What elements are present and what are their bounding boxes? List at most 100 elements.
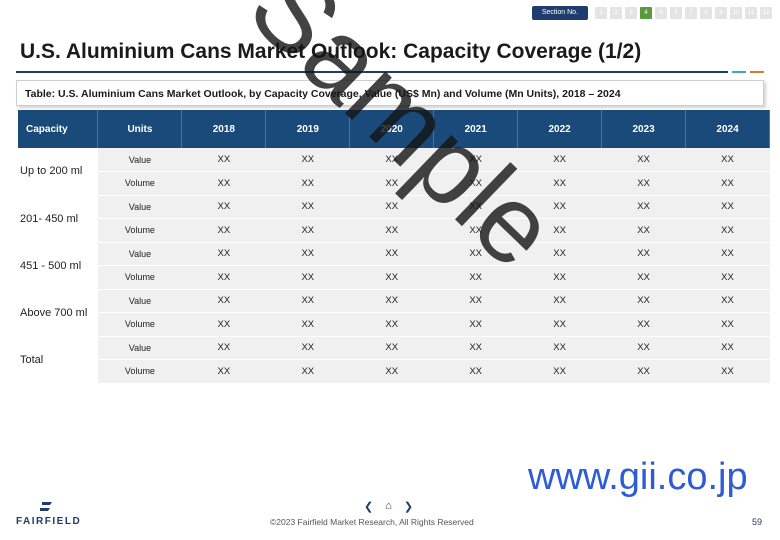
fairfield-logo: FAIRFIELD [16,500,81,527]
capacity-label: Up to 200 ml [18,148,98,196]
header-2024: 2024 [685,110,770,148]
value-cell: XX [265,312,350,337]
unit-label: Volume [97,312,182,337]
value-cell: XX [181,265,266,290]
title-divider-accent-orange [750,71,764,73]
value-cell: XX [181,336,266,360]
value-cell: XX [349,336,434,360]
value-cell: XX [685,359,770,384]
table-row: 201- 450 ml Value XX XX XX XX XX XX XX [18,195,770,243]
value-cell: XX [517,359,602,384]
copyright-text: ©2023 Fairfield Market Research, All Rig… [270,517,474,527]
page-number: 59 [752,517,763,527]
value-cell: XX [601,359,686,384]
value-cell: XX [685,312,770,337]
capacity-label: Above 700 ml [18,289,98,337]
value-cell: XX [601,195,686,219]
value-cell: XX [685,242,770,266]
value-cell: XX [685,171,770,196]
value-cell: XX [349,289,434,313]
table-row: 451 - 500 ml Value XX XX XX XX XX XX XX [18,242,770,290]
value-cell: XX [349,242,434,266]
value-cell: XX [433,242,518,266]
table-row: Volume XX XX XX XX XX XX XX [18,312,770,337]
section-number-3[interactable]: 3 [625,7,637,19]
value-cell: XX [433,195,518,219]
section-number-6[interactable]: 6 [670,7,682,19]
value-cell: XX [601,218,686,243]
value-cell: XX [349,312,434,337]
value-cell: XX [517,148,602,172]
value-cell: XX [517,218,602,243]
table-row: Volume XX XX XX XX XX XX XX [18,359,770,384]
value-cell: XX [265,148,350,172]
value-cell: XX [181,171,266,196]
header-2022: 2022 [517,110,603,148]
value-cell: XX [517,289,602,313]
value-cell: XX [265,242,350,266]
value-cell: XX [685,289,770,313]
section-number-12[interactable]: 12 [760,7,772,19]
header-2021: 2021 [433,110,519,148]
section-number-7[interactable]: 7 [685,7,697,19]
table-row: Volume XX XX XX XX XX XX XX [18,171,770,196]
value-cell: XX [265,265,350,290]
value-cell: XX [517,195,602,219]
table-row: Above 700 ml Value XX XX XX XX XX XX XX [18,289,770,337]
table-caption-box: Table: U.S. Aluminium Cans Market Outloo… [16,80,764,106]
value-cell: XX [181,195,266,219]
value-cell: XX [601,336,686,360]
next-slide-icon[interactable]: ❯ [403,501,414,513]
unit-label: Value [97,242,182,266]
table-header-row: Capacity Units 2018 2019 2020 2021 2022 2023 202… [18,110,770,148]
home-icon[interactable]: ⌂ [385,500,392,512]
section-navigator: Section No. 1 2 3 4 5 6 7 8 9 10 11 12 [531,6,772,20]
value-cell: XX [349,148,434,172]
capacity-label: Total [18,336,98,384]
value-cell: XX [433,171,518,196]
previous-slide-icon[interactable]: ❮ [364,501,374,513]
slide-navigation: ❮ ⌂ ❯ [364,500,413,513]
section-number-11[interactable]: 11 [745,7,757,19]
value-cell: XX [265,171,350,196]
value-cell: XX [601,242,686,266]
value-cell: XX [601,148,686,172]
table-body: Up to 200 ml Value XX XX XX XX XX XX XX Volume XX X… [18,148,770,384]
section-label: Section No. [531,6,588,20]
header-2019: 2019 [265,110,351,148]
value-cell: XX [601,265,686,290]
section-number-2[interactable]: 2 [610,7,622,19]
value-cell: XX [265,289,350,313]
value-cell: XX [265,359,350,384]
section-number-10[interactable]: 10 [730,7,742,19]
value-cell: XX [517,265,602,290]
section-number-1[interactable]: 1 [595,7,607,19]
value-cell: XX [181,359,266,384]
value-cell: XX [433,289,518,313]
value-cell: XX [685,148,770,172]
unit-label: Value [97,148,182,172]
value-cell: XX [601,171,686,196]
section-number-9[interactable]: 9 [715,7,727,19]
unit-label: Volume [97,218,182,243]
value-cell: XX [265,218,350,243]
section-number-4[interactable]: 4 [640,7,652,19]
header-2023: 2023 [601,110,687,148]
table-row: Up to 200 ml Value XX XX XX XX XX XX XX [18,148,770,196]
value-cell: XX [433,265,518,290]
value-cell: XX [517,171,602,196]
fairfield-logo-text: FAIRFIELD [16,516,82,527]
unit-label: Volume [97,171,182,196]
section-number-8[interactable]: 8 [700,7,712,19]
value-cell: XX [349,218,434,243]
value-cell: XX [181,218,266,243]
header-capacity: Capacity [18,110,99,148]
value-cell: XX [685,218,770,243]
value-cell: XX [685,195,770,219]
value-cell: XX [685,265,770,290]
header-units: Units [97,110,183,148]
unit-label: Volume [97,265,182,290]
table-row: Total Value XX XX XX XX XX XX XX [18,336,770,384]
section-number-5[interactable]: 5 [655,7,667,19]
value-cell: XX [433,359,518,384]
